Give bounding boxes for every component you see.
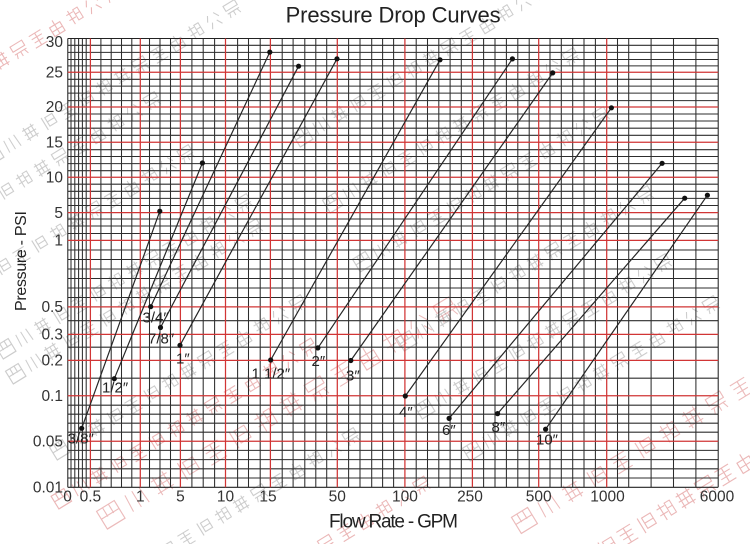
svg-text:0.5: 0.5 [80, 489, 102, 506]
svg-text:25: 25 [46, 64, 63, 81]
svg-text:100: 100 [392, 489, 418, 506]
svg-text:30: 30 [46, 34, 64, 51]
svg-text:20: 20 [46, 99, 64, 116]
svg-text:10: 10 [46, 170, 64, 187]
svg-text:10: 10 [217, 489, 235, 506]
svg-text:6″: 6″ [442, 422, 456, 439]
svg-text:15: 15 [259, 489, 276, 506]
svg-text:3/4″: 3/4″ [143, 310, 170, 327]
svg-text:1″: 1″ [176, 351, 190, 368]
svg-text:Flow Rate - GPM: Flow Rate - GPM [329, 512, 458, 533]
svg-text:1/2″: 1/2″ [102, 380, 129, 397]
svg-text:1: 1 [54, 233, 63, 250]
svg-text:0.01: 0.01 [33, 480, 63, 497]
svg-text:5: 5 [54, 205, 63, 222]
svg-text:0.3: 0.3 [41, 327, 63, 344]
svg-text:8″: 8″ [492, 419, 506, 436]
svg-text:0.05: 0.05 [33, 433, 63, 450]
svg-text:10″: 10″ [536, 432, 559, 449]
svg-text:0.5: 0.5 [41, 299, 63, 316]
svg-text:3/8″: 3/8″ [68, 431, 95, 448]
svg-text:6000: 6000 [700, 489, 735, 506]
svg-text:Pressure - PSI: Pressure - PSI [13, 211, 30, 311]
svg-text:Pressure Drop Curves: Pressure Drop Curves [286, 3, 501, 28]
svg-text:1000: 1000 [590, 489, 625, 506]
svg-text:0.1: 0.1 [41, 388, 63, 405]
svg-text:5: 5 [176, 489, 185, 506]
svg-text:4″: 4″ [399, 404, 413, 421]
svg-text:250: 250 [457, 489, 483, 506]
svg-text:2″: 2″ [312, 353, 326, 370]
svg-text:3″: 3″ [346, 368, 360, 385]
svg-text:1 1/2″: 1 1/2″ [252, 366, 291, 383]
svg-text:0.2: 0.2 [41, 353, 63, 370]
svg-text:0: 0 [63, 489, 72, 506]
svg-text:7/8″: 7/8″ [148, 331, 175, 348]
svg-text:500: 500 [526, 489, 552, 506]
svg-text:1: 1 [136, 489, 145, 506]
svg-text:15: 15 [46, 135, 63, 152]
svg-text:50: 50 [329, 489, 347, 506]
